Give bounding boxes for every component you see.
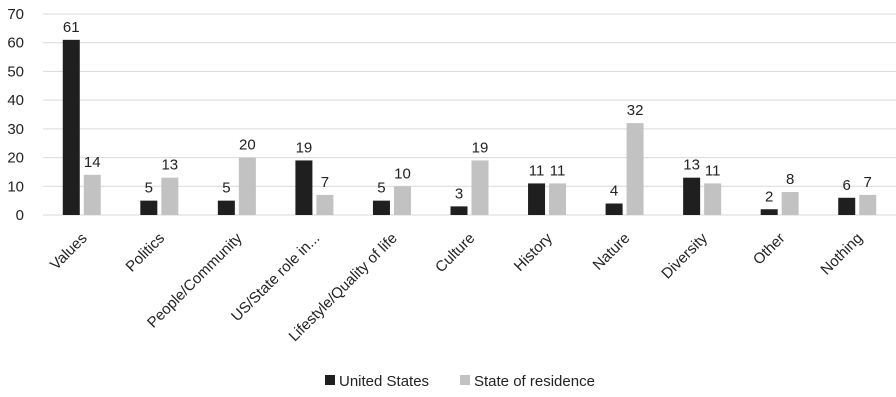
data-label: 5 [377, 180, 385, 197]
y-tick-label: 40 [7, 92, 24, 109]
bar-united-states [450, 206, 468, 215]
data-label: 14 [84, 154, 101, 171]
y-tick-label: 70 [7, 6, 24, 23]
bars [62, 39, 877, 215]
y-tick-label: 60 [7, 35, 24, 52]
category-label: Diversity [658, 229, 711, 282]
legend-label: State of residence [474, 373, 595, 390]
data-label: 13 [161, 157, 178, 174]
data-label: 5 [145, 180, 153, 197]
y-tick-label: 20 [7, 150, 24, 167]
data-label: 10 [394, 165, 411, 182]
bar-state-of-residence [549, 183, 567, 215]
data-label: 5 [222, 180, 230, 197]
bar-state-of-residence [781, 192, 799, 215]
bar-united-states [528, 183, 546, 215]
bar-united-states [217, 200, 235, 215]
data-label: 7 [321, 174, 329, 191]
bar-state-of-residence [704, 183, 722, 215]
data-label: 6 [843, 177, 851, 194]
bar-state-of-residence [626, 123, 644, 215]
bar-united-states [683, 177, 701, 215]
category-label: Values [47, 230, 91, 274]
category-label: Nothing [817, 230, 866, 279]
data-label: 8 [786, 171, 794, 188]
bar-state-of-residence [316, 194, 334, 215]
bar-united-states [605, 203, 623, 215]
y-tick-label: 50 [7, 63, 24, 80]
data-label: 4 [610, 183, 618, 200]
y-tick-label: 30 [7, 121, 24, 138]
data-label: 11 [705, 162, 721, 179]
data-label: 61 [63, 19, 80, 36]
data-label: 11 [550, 162, 566, 179]
legend-label: United States [339, 373, 429, 390]
data-label: 13 [683, 157, 700, 174]
bar-state-of-residence [393, 186, 411, 215]
bar-state-of-residence [859, 194, 877, 215]
data-label: 3 [455, 185, 463, 202]
y-tick-label: 0 [16, 207, 24, 224]
bar-united-states [140, 200, 158, 215]
category-label: Culture [432, 230, 478, 276]
legend: United States State of residence [325, 373, 595, 390]
bar-state-of-residence [238, 157, 256, 215]
data-label: 20 [239, 137, 256, 154]
data-label: 32 [627, 102, 644, 119]
category-label: History [511, 229, 556, 274]
data-label: 19 [472, 139, 489, 156]
bar-united-states [62, 39, 80, 215]
bar-united-states [372, 200, 390, 215]
category-label: Politics [123, 230, 169, 276]
y-tick-label: 10 [7, 178, 24, 195]
y-axis-tick-labels: 0 10 20 30 40 50 60 70 [7, 6, 24, 224]
category-label: Other [750, 230, 789, 269]
bar-united-states [760, 209, 778, 215]
data-label: 19 [296, 139, 313, 156]
data-label: 2 [765, 188, 773, 205]
bar-state-of-residence [161, 177, 179, 215]
legend-swatch-state-of-residence [460, 375, 470, 385]
bar-state-of-residence [83, 174, 101, 215]
category-label: Nature [590, 230, 634, 274]
legend-swatch-united-states [325, 375, 335, 385]
data-label: 7 [864, 174, 872, 191]
bar-united-states [838, 197, 856, 215]
data-label: 11 [529, 162, 545, 179]
bar-state-of-residence [471, 160, 489, 215]
gridlines [43, 13, 896, 216]
bar-united-states [295, 160, 313, 215]
